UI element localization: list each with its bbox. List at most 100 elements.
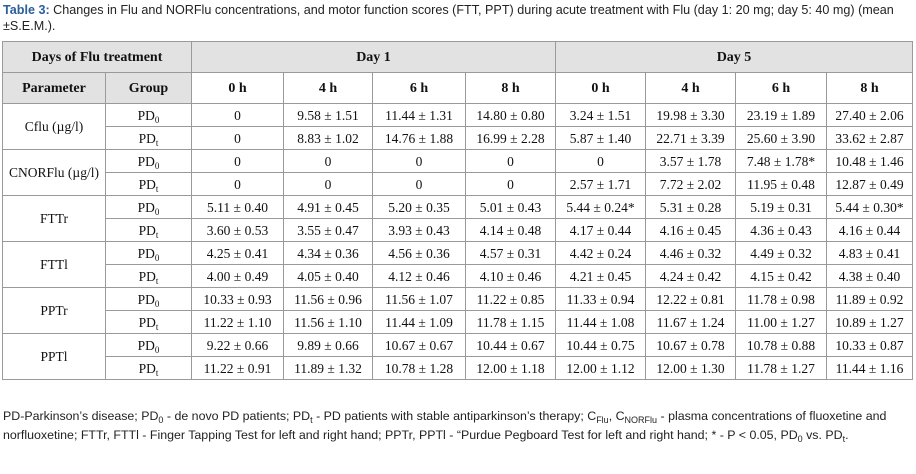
value-cell: 11.56 ± 1.10	[283, 310, 373, 334]
value-cell: 11.44 ± 1.08	[555, 310, 646, 334]
value-cell: 11.56 ± 1.07	[372, 287, 466, 311]
time-header: 6 h	[735, 72, 827, 104]
value-cell: 3.55 ± 0.47	[283, 218, 373, 242]
time-header: 4 h	[283, 72, 373, 104]
group-label: PD	[137, 107, 155, 123]
group-subscript: t	[155, 367, 159, 378]
value-cell: 11.89 ± 0.92	[826, 287, 913, 311]
value-cell: 11.44 ± 1.31	[372, 103, 466, 127]
value-cell: 14.76 ± 1.88	[372, 126, 466, 150]
value-cell: 4.56 ± 0.36	[372, 241, 466, 265]
group-cell: PDt	[105, 172, 192, 196]
value-cell: 22.71 ± 3.39	[645, 126, 736, 150]
group-label: PD	[138, 314, 156, 330]
parameter-cell: FTTl	[2, 241, 106, 288]
footnote-sub: t	[310, 415, 313, 425]
value-cell: 4.10 ± 0.46	[465, 264, 556, 288]
data-table: Days of Flu treatment Day 1 Day 5 Parame…	[2, 41, 913, 380]
table-row: PDt 11.22 ± 1.10 11.56 ± 1.10 11.44 ± 1.09 1…	[3, 310, 913, 334]
group-cell: PDt	[105, 310, 192, 334]
value-cell: 4.38 ± 0.40	[826, 264, 913, 288]
footnote-text: - de novo PD patients; PD	[163, 409, 311, 423]
group-cell: PDt	[105, 126, 192, 150]
group-subscript: 0	[154, 252, 160, 263]
value-cell: 33.62 ± 2.87	[826, 126, 913, 150]
value-cell: 0	[283, 172, 373, 196]
footnote-sub: t	[842, 434, 846, 444]
value-cell: 16.99 ± 2.28	[465, 126, 556, 150]
table-caption: Table 3: Changes in Flu and NORFlu conce…	[3, 2, 911, 34]
value-cell: 11.00 ± 1.27	[735, 310, 827, 334]
header-row-columns: Parameter Group 0 h 4 h 6 h 8 h 0 h 4 h …	[2, 72, 913, 104]
group-subscript: t	[155, 275, 159, 286]
value-cell: 9.89 ± 0.66	[283, 333, 373, 357]
footnote-text: - plasma concentrations of fluoxetine an…	[3, 409, 887, 442]
value-cell: 0	[191, 126, 284, 150]
table-row: PDt 11.22 ± 0.91 11.89 ± 1.32 10.78 ± 1.28 1…	[3, 356, 913, 380]
value-cell: 0	[283, 149, 373, 173]
group-subscript: t	[155, 183, 159, 194]
value-cell: 12.87 ± 0.49	[826, 172, 913, 196]
footnote-text: .	[845, 428, 849, 442]
value-cell: 10.78 ± 1.28	[372, 356, 466, 380]
group-subscript: t	[155, 137, 159, 148]
parameter-cell: PPTl	[2, 333, 106, 380]
footnote-sub: NORFlu	[624, 415, 658, 425]
value-cell: 11.67 ± 1.24	[645, 310, 736, 334]
value-cell: 11.44 ± 1.09	[372, 310, 466, 334]
group-label: PD	[138, 222, 156, 238]
value-cell: 5.20 ± 0.35	[372, 195, 466, 219]
value-cell: 4.57 ± 0.31	[465, 241, 556, 265]
value-cell: 11.78 ± 1.15	[465, 310, 556, 334]
group-label: PD	[137, 291, 155, 307]
group-cell: PDt	[105, 218, 192, 242]
value-cell: 11.95 ± 0.48	[735, 172, 827, 196]
value-cell: 11.56 ± 0.96	[283, 287, 373, 311]
value-cell: 11.89 ± 1.32	[283, 356, 373, 380]
value-cell: 10.33 ± 0.87	[826, 333, 913, 357]
group-subscript: t	[155, 229, 159, 240]
footnote-sub: 0	[158, 415, 164, 425]
table-row: PDt 0 0 0 0 2.57 ± 1.71 7.72 ± 2.02 11.95 ± 0.4…	[3, 172, 913, 196]
value-cell: 8.83 ± 1.02	[283, 126, 373, 150]
value-cell: 11.78 ± 0.98	[735, 287, 827, 311]
days-of-treatment-header: Days of Flu treatment	[2, 41, 192, 73]
value-cell: 9.22 ± 0.66	[191, 333, 284, 357]
value-cell: 5.44 ± 0.30*	[826, 195, 913, 219]
value-cell: 4.83 ± 0.41	[826, 241, 913, 265]
value-cell: 23.19 ± 1.89	[735, 103, 827, 127]
value-cell: 7.48 ± 1.78*	[735, 149, 827, 173]
value-cell: 0	[372, 149, 466, 173]
value-cell: 12.00 ± 1.30	[645, 356, 736, 380]
table-row: PPTl PD0 9.22 ± 0.66 9.89 ± 0.66 10.67 ± 0.6…	[2, 333, 913, 380]
value-cell: 5.19 ± 0.31	[735, 195, 827, 219]
group-subscript: t	[155, 321, 159, 332]
group-cell: PDt	[105, 264, 192, 288]
value-cell: 4.12 ± 0.46	[372, 264, 466, 288]
value-cell: 7.72 ± 2.02	[645, 172, 736, 196]
value-cell: 0	[191, 103, 284, 127]
table-row: FTTr PD0 5.11 ± 0.40 4.91 ± 0.45 5.20 ± 0.35…	[2, 195, 913, 242]
table-row: Cflu (µg/l) PD0 0 9.58 ± 1.51 11.44 ± 1.31 14…	[2, 103, 913, 150]
value-cell: 4.91 ± 0.45	[283, 195, 373, 219]
value-cell: 0	[191, 172, 284, 196]
value-cell: 4.16 ± 0.45	[645, 218, 736, 242]
group-cell: PD0	[105, 241, 192, 265]
value-cell: 11.44 ± 1.16	[826, 356, 913, 380]
group-label: PD	[137, 199, 155, 215]
caption-text: Changes in Flu and NORFlu concentrations…	[3, 3, 894, 33]
group-cell: PD0	[105, 287, 192, 311]
group-label: PD	[138, 360, 156, 376]
value-cell: 27.40 ± 2.06	[826, 103, 913, 127]
value-cell: 4.42 ± 0.24	[555, 241, 646, 265]
table-row: PDt 3.60 ± 0.53 3.55 ± 0.47 3.93 ± 0.43 4.14…	[3, 218, 913, 242]
table-footnote: PD-Parkinson’s disease; PD0 - de novo PD…	[3, 407, 913, 445]
value-cell: 10.78 ± 0.88	[735, 333, 827, 357]
group-cell: PD0	[105, 333, 192, 357]
group-label: PD	[137, 245, 155, 261]
value-cell: 4.17 ± 0.44	[555, 218, 646, 242]
time-header: 8 h	[826, 72, 913, 104]
value-cell: 11.22 ± 1.10	[191, 310, 284, 334]
value-cell: 4.34 ± 0.36	[283, 241, 373, 265]
group-label: PD	[138, 130, 156, 146]
